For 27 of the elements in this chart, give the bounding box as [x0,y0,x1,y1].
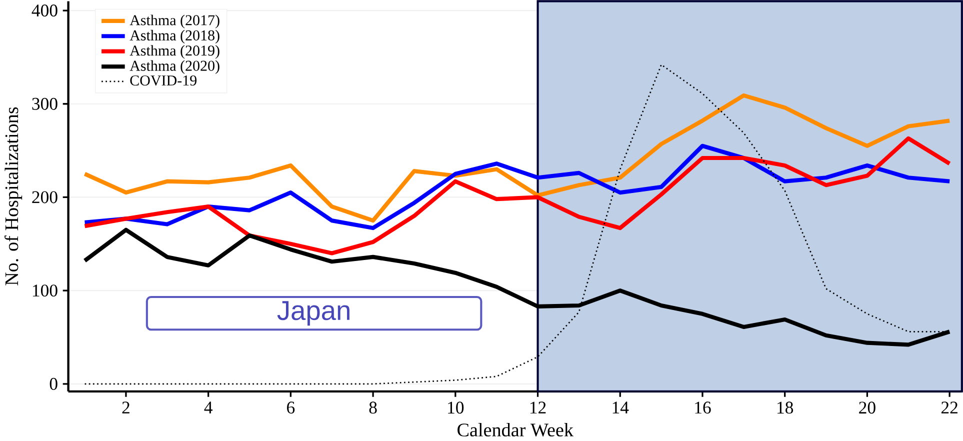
x-axis-title: Calendar Week [458,422,574,437]
x-tick-label: 2 [122,402,130,414]
line-series [82,136,952,256]
x-tick-label: 10 [448,402,464,414]
x-tick-label: 22 [941,402,958,414]
legend-label: Asthma (2020) [130,60,220,74]
x-tick-label: 8 [369,402,377,414]
x-tick-label: 14 [612,402,629,414]
legend-label: Asthma (2019) [130,45,220,59]
x-tick-label: 4 [204,402,212,414]
y-tick-label: 100 [32,284,58,297]
x-tick-label: 12 [530,402,546,414]
line-series [82,93,952,223]
y-tick-label: 300 [32,98,58,110]
x-tick-label: 16 [695,402,711,414]
x-tick-label: 18 [778,402,794,414]
x-tick-label: 20 [859,402,876,414]
y-tick-label: 400 [32,4,58,16]
y-tick-label: 0 [50,378,58,390]
annotation: Japan [277,301,350,326]
line-series [82,144,952,230]
y-axis-title: No. of Hospitalizations [4,107,22,286]
y-tick-label: 200 [32,191,58,204]
x-tick-label: 6 [287,402,295,414]
legend-label: Asthma (2018) [130,30,220,44]
legend-label: Asthma (2017) [130,14,220,28]
legend-label: COVID-19 [130,75,196,86]
